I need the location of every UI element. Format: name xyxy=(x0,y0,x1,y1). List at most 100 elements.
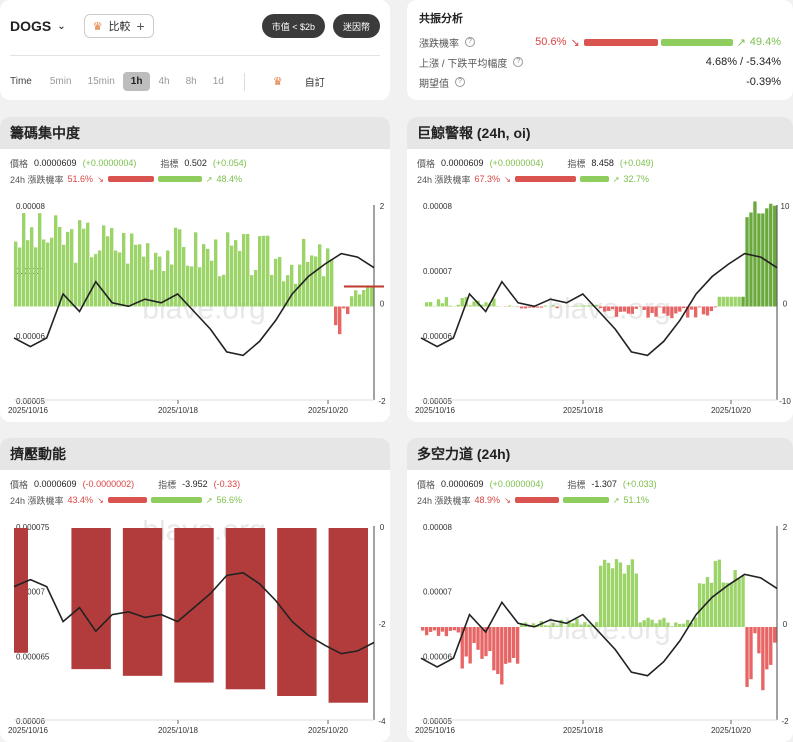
indicator-bar xyxy=(626,306,631,314)
x-tick-label: 2025/10/18 xyxy=(563,726,604,735)
market-cap-filter-pill[interactable]: 市值 < $2b xyxy=(261,14,325,38)
x-tick-label: 2025/10/18 xyxy=(158,726,199,735)
panel-long-short-force: 多空力道 (24h) 價格 0.0000609 (+0.0000004) 指標 … xyxy=(407,438,793,742)
indicator-bar xyxy=(733,296,737,307)
indicator-chart[interactable]: 0.000080.000070.000060.0000520-22025/10/… xyxy=(407,520,793,742)
indicator-bar xyxy=(693,617,698,627)
indicator-bar xyxy=(527,306,532,308)
down-prob-bar xyxy=(583,38,658,46)
price-label: 價格 xyxy=(10,479,29,490)
indicator-bar xyxy=(432,627,437,631)
indicator-bar xyxy=(682,306,686,309)
indicator-bar xyxy=(456,304,460,307)
timeframe-1h[interactable]: 1h xyxy=(122,72,151,91)
indicator-bar xyxy=(14,241,18,307)
indicator-bar xyxy=(342,306,346,309)
help-icon[interactable]: ? xyxy=(513,57,524,67)
indicator-bar xyxy=(444,297,449,307)
indicator-bar xyxy=(428,627,433,632)
indicator-bar xyxy=(713,306,718,308)
compare-button[interactable]: ♛ 比較 + xyxy=(83,14,154,38)
indicator-bar xyxy=(618,306,623,312)
expectation-label: 期望值 xyxy=(419,78,449,90)
up-prob-bar xyxy=(150,497,202,503)
price-line xyxy=(13,252,375,357)
indicator-bar xyxy=(606,306,611,311)
prob-label: 24h 漲跌機率 xyxy=(10,495,64,506)
y-right-tick-label: 2 xyxy=(380,202,385,211)
y-tick-label: 0.00008 xyxy=(423,523,452,532)
indicator-bar xyxy=(242,234,246,307)
indicator-bar xyxy=(42,239,46,307)
indicator-bar xyxy=(769,203,773,307)
indicator-bar xyxy=(733,570,737,627)
indicator-bar xyxy=(587,624,591,627)
indicator-bar xyxy=(30,227,34,307)
indicator-bar xyxy=(476,627,480,650)
indicator-bar xyxy=(650,619,654,627)
indicator-bar xyxy=(472,301,476,307)
index-value: -3.952 xyxy=(182,479,208,489)
timeframe-15min[interactable]: 15min xyxy=(87,76,115,87)
x-tick-label: 2025/10/16 xyxy=(8,406,49,415)
indicator-bar xyxy=(689,622,694,627)
indicator-bar xyxy=(773,627,777,643)
x-tick-label: 2025/10/16 xyxy=(415,726,456,735)
indicator-bar xyxy=(531,306,536,308)
trend-up-icon: ↗ xyxy=(612,495,620,505)
indicator-bar xyxy=(642,620,646,627)
indicator-bar xyxy=(166,250,170,307)
custom-timeframe-button[interactable]: ♛ 自訂 xyxy=(257,66,341,97)
index-change: (+0.049) xyxy=(619,158,654,168)
indicator-bar xyxy=(210,260,214,307)
indicator-chart[interactable]: 0.000080.000070.000060.0000520-22025/10/… xyxy=(0,199,390,422)
indicator-bar xyxy=(74,262,78,307)
help-icon[interactable]: ? xyxy=(455,77,465,87)
indicator-bar xyxy=(318,244,322,307)
indicator-bar xyxy=(118,252,122,307)
up-probability: 51.1% xyxy=(623,495,649,505)
indicator-bar xyxy=(26,240,30,307)
indicator-chart[interactable]: 0.00008 0.00007 0.00006 0.00005 10 0 -10 2025/1… xyxy=(407,199,793,422)
indicator-bar xyxy=(286,275,290,307)
indicator-bar xyxy=(460,298,464,307)
indicator-bar xyxy=(725,582,729,627)
indicator-bar xyxy=(737,578,741,627)
indicator-bar xyxy=(543,625,547,627)
indicator-chart[interactable]: 0.000075 0.00007 0.000065 0.00006 0 -2 -4 2025/… xyxy=(0,520,390,742)
indicator-bar xyxy=(424,627,429,636)
up-probability: 49.4% xyxy=(749,36,781,48)
indicator-bar xyxy=(480,627,484,659)
index-label: 指標 xyxy=(160,158,179,169)
meme-coin-pill[interactable]: 迷因幣 xyxy=(332,14,380,38)
indicator-bar xyxy=(226,232,230,307)
indicator-bar xyxy=(765,627,769,670)
symbol-selector[interactable]: DOGS ⌄ xyxy=(10,18,66,34)
timeframe-label: Time xyxy=(10,76,32,87)
indicator-bar xyxy=(535,306,540,308)
help-icon[interactable]: ? xyxy=(465,37,475,47)
timeframe-4h[interactable]: 4h xyxy=(158,76,170,87)
index-label: 指標 xyxy=(567,479,586,490)
indicator-bar xyxy=(126,263,130,307)
indicator-bar xyxy=(729,582,733,627)
indicator-bar xyxy=(492,627,496,671)
indicator-bar xyxy=(773,205,777,307)
trend-down-icon: ↘ xyxy=(97,495,104,505)
indicator-bar xyxy=(654,623,658,627)
indicator-bar xyxy=(602,559,607,627)
indicator-bar xyxy=(182,247,186,307)
indicator-bar xyxy=(90,257,94,307)
y-tick-label: 0.00005 xyxy=(423,397,452,406)
y-tick-label: 0.00006 xyxy=(16,332,45,341)
timeframe-5min[interactable]: 5min xyxy=(49,76,72,87)
indicator-bar xyxy=(328,528,368,703)
trend-up-icon: ↗ xyxy=(205,495,213,505)
indicator-bar xyxy=(749,627,753,680)
price-change: (+0.0000004) xyxy=(489,158,544,168)
indicator-bar xyxy=(531,623,536,627)
y-tick-label: 0.00005 xyxy=(16,397,45,406)
down-probability: 51.6% xyxy=(67,174,94,184)
timeframe-1d[interactable]: 1d xyxy=(212,76,224,87)
timeframe-8h[interactable]: 8h xyxy=(185,76,197,87)
